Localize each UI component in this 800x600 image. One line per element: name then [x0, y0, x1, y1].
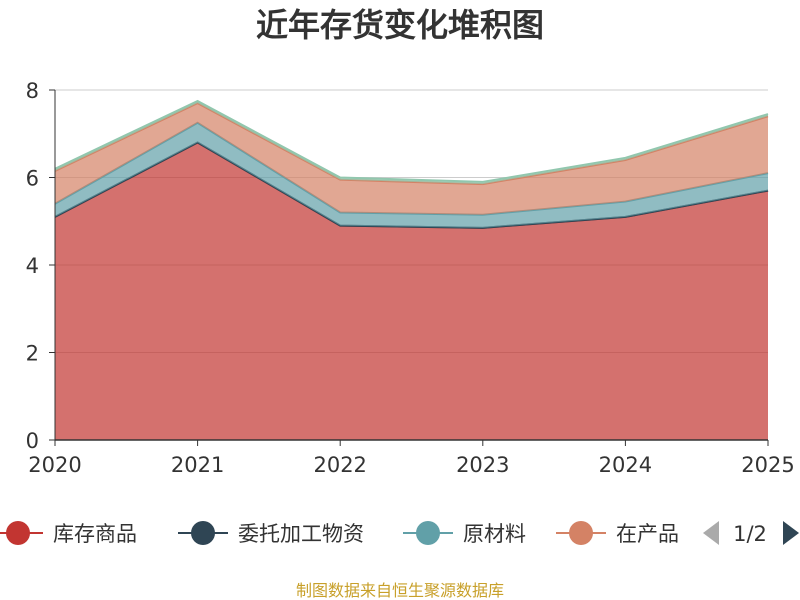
x-tick-label: 2025	[741, 453, 794, 477]
legend: 库存商品 委托加工物资 原材料 在产品 1/2	[0, 521, 799, 546]
series-area-3	[55, 103, 768, 215]
series-area-4	[55, 100, 768, 185]
series-areas	[54, 99, 769, 440]
legend-next-icon[interactable]	[783, 521, 799, 545]
legend-label: 库存商品	[53, 522, 137, 546]
y-tick-label: 4	[26, 254, 39, 278]
legend-item[interactable]: 原材料	[403, 521, 526, 546]
legend-items: 库存商品 委托加工物资 原材料 在产品	[0, 521, 679, 546]
x-tick-label: 2021	[171, 453, 224, 477]
series-line-2	[54, 121, 769, 216]
y-tick-label: 6	[26, 167, 39, 191]
legend-label: 委托加工物资	[238, 522, 364, 546]
legend-prev-icon[interactable]	[703, 521, 719, 545]
legend-marker-dot	[416, 521, 440, 545]
source-note: 制图数据来自恒生聚源数据库	[296, 581, 504, 600]
y-tick-label: 2	[26, 342, 39, 366]
legend-page-indicator: 1/2	[733, 522, 767, 546]
legend-marker-dot	[191, 521, 215, 545]
x-tick-label: 2023	[456, 453, 509, 477]
series-line-4	[54, 99, 769, 183]
legend-marker-dot	[569, 521, 593, 545]
x-tick-label: 2022	[313, 453, 366, 477]
legend-marker-dot	[6, 521, 30, 545]
series-area-2	[55, 122, 768, 228]
x-tick-label: 2020	[28, 453, 81, 477]
y-tick-label: 0	[26, 429, 39, 453]
legend-label: 在产品	[616, 522, 679, 546]
series-area-0	[55, 142, 768, 440]
legend-item[interactable]: 在产品	[556, 521, 679, 546]
axes: 0 2 4 6 8 2020 2021 2022 2023 2024 2025	[26, 79, 795, 477]
y-tick-label: 8	[26, 79, 39, 103]
legend-item[interactable]: 库存商品	[0, 521, 137, 546]
chart-title: 近年存货变化堆积图	[256, 6, 544, 44]
x-tick-label: 2024	[599, 453, 652, 477]
legend-label: 原材料	[463, 522, 526, 546]
legend-item[interactable]: 委托加工物资	[178, 521, 364, 546]
